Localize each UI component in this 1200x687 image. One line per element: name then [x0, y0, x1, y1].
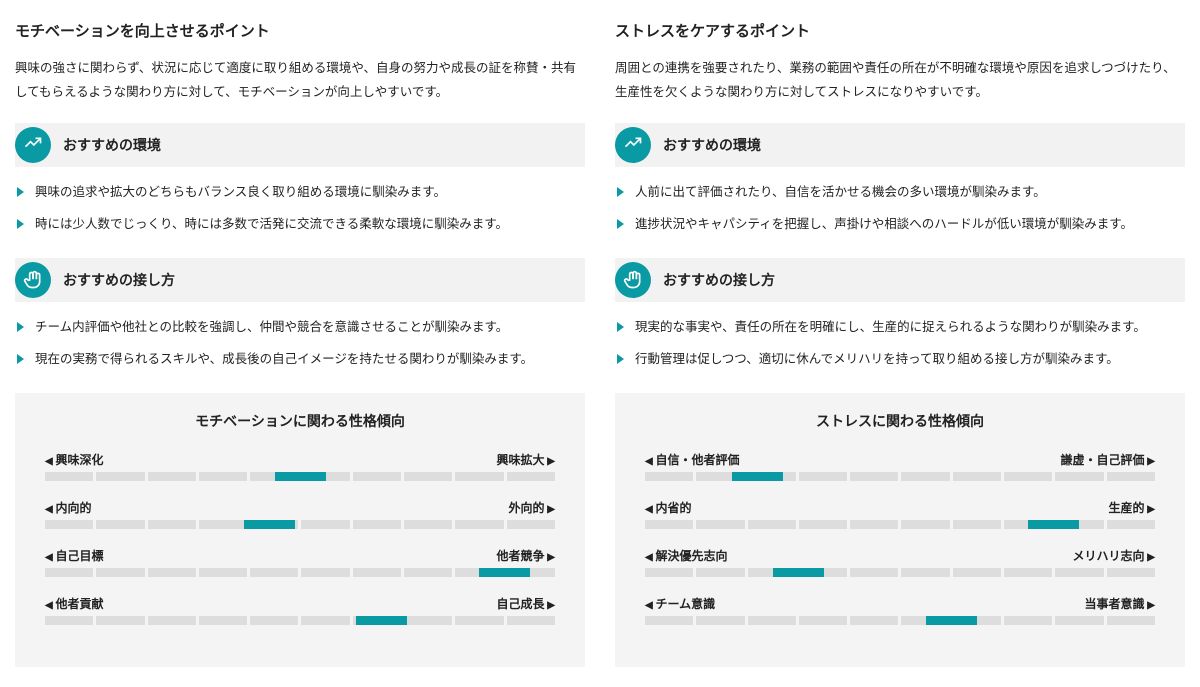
- right-sec2-header: おすすめの接し方: [615, 258, 1185, 302]
- right-sec1-header: おすすめの環境: [615, 123, 1185, 167]
- scale-row: 自己目標 他者競争: [45, 547, 555, 577]
- list-item: 現実的な事実や、責任の所在を明確にし、生産的に捉えられるような関わりが馴染みます…: [615, 316, 1185, 339]
- right-sec1-list: 人前に出て評価されたり、自信を活かせる機会の多い環境が馴染みます。 進捗状況やキ…: [615, 181, 1185, 236]
- right-intro: 周囲との連携を強要されたり、業務の範囲や責任の所在が不明確な環境や原因を追求しつ…: [615, 57, 1185, 105]
- left-chart: モチベーションに関わる性格傾向 興味深化 興味拡大内向的 外向的自己目標 他者競争他者…: [15, 393, 585, 667]
- list-item: 人前に出て評価されたり、自信を活かせる機会の多い環境が馴染みます。: [615, 181, 1185, 204]
- list-item: チーム内評価や他社との比較を強調し、仲間や競合を意識させることが馴染みます。: [15, 316, 585, 339]
- scale-label-left: 内向的: [45, 499, 91, 516]
- hand-icon: [15, 262, 51, 298]
- scale-marker: [732, 472, 783, 481]
- scale-row: 自信・他者評価 謙虚・自己評価: [645, 451, 1155, 481]
- scale-label-right: 外向的: [509, 499, 555, 516]
- right-column: ストレスをケアするポイント 周囲との連携を強要されたり、業務の範囲や責任の所在が…: [615, 20, 1185, 667]
- right-title: ストレスをケアするポイント: [615, 20, 1185, 41]
- chart-rows-left: 興味深化 興味拡大内向的 外向的自己目標 他者競争他者貢献 自己成長: [45, 451, 555, 625]
- left-title: モチベーションを向上させるポイント: [15, 20, 585, 41]
- list-item: 時には少人数でじっくり、時には多数で活発に交流できる柔軟な環境に馴染みます。: [15, 213, 585, 236]
- right-chart: ストレスに関わる性格傾向 自信・他者評価 謙虚・自己評価内省的 生産的解決優先志向 メ…: [615, 393, 1185, 667]
- scale-label-right: 謙虚・自己評価: [1061, 451, 1155, 468]
- left-chart-title: モチベーションに関わる性格傾向: [45, 411, 555, 431]
- scale-marker: [356, 616, 407, 625]
- scale-bar: [45, 520, 555, 529]
- scale-bar: [645, 472, 1155, 481]
- chart-rows-right: 自信・他者評価 謙虚・自己評価内省的 生産的解決優先志向 メリハリ志向チーム意識 当事者…: [645, 451, 1155, 625]
- scale-row: 内向的 外向的: [45, 499, 555, 529]
- scale-label-right: 当事者意識: [1085, 595, 1155, 612]
- scale-label-left: 他者貢献: [45, 595, 103, 612]
- scale-label-right: 自己成長: [497, 595, 555, 612]
- scale-label-right: 生産的: [1109, 499, 1155, 516]
- trend-icon: [15, 127, 51, 163]
- scale-marker: [926, 616, 977, 625]
- scale-row: 内省的 生産的: [645, 499, 1155, 529]
- list-item: 行動管理は促しつつ、適切に休んでメリハリを持って取り組める接し方が馴染みます。: [615, 348, 1185, 371]
- left-sec2-title: おすすめの接し方: [63, 270, 175, 290]
- scale-label-left: 内省的: [645, 499, 691, 516]
- scale-label-left: チーム意識: [645, 595, 715, 612]
- scale-bar: [645, 616, 1155, 625]
- left-sec1-title: おすすめの環境: [63, 135, 161, 155]
- list-item: 現在の実務で得られるスキルや、成長後の自己イメージを持たせる関わりが馴染みます。: [15, 348, 585, 371]
- right-sec2-title: おすすめの接し方: [663, 270, 775, 290]
- scale-marker: [275, 472, 326, 481]
- scale-bar: [45, 616, 555, 625]
- left-sec1-header: おすすめの環境: [15, 123, 585, 167]
- scale-row: 興味深化 興味拡大: [45, 451, 555, 481]
- scale-label-right: メリハリ志向: [1073, 547, 1155, 564]
- left-column: モチベーションを向上させるポイント 興味の強さに関わらず、状況に応じて適度に取り…: [15, 20, 585, 667]
- left-intro: 興味の強さに関わらず、状況に応じて適度に取り組める環境や、自身の努力や成長の証を…: [15, 57, 585, 105]
- scale-label-left: 自信・他者評価: [645, 451, 739, 468]
- right-sec2-list: 現実的な事実や、責任の所在を明確にし、生産的に捉えられるような関わりが馴染みます…: [615, 316, 1185, 371]
- hand-icon: [615, 262, 651, 298]
- two-column-layout: モチベーションを向上させるポイント 興味の強さに関わらず、状況に応じて適度に取り…: [15, 20, 1185, 667]
- scale-bar: [645, 520, 1155, 529]
- scale-marker: [1028, 520, 1079, 529]
- scale-label-left: 興味深化: [45, 451, 103, 468]
- list-item: 進捗状況やキャパシティを把握し、声掛けや相談へのハードルが低い環境が馴染みます。: [615, 213, 1185, 236]
- scale-label-right: 興味拡大: [497, 451, 555, 468]
- scale-label-right: 他者競争: [497, 547, 555, 564]
- left-sec1-list: 興味の追求や拡大のどちらもバランス良く取り組める環境に馴染みます。 時には少人数…: [15, 181, 585, 236]
- trend-icon: [615, 127, 651, 163]
- left-sec2-header: おすすめの接し方: [15, 258, 585, 302]
- scale-label-left: 解決優先志向: [645, 547, 727, 564]
- right-sec1-title: おすすめの環境: [663, 135, 761, 155]
- list-item: 興味の追求や拡大のどちらもバランス良く取り組める環境に馴染みます。: [15, 181, 585, 204]
- scale-marker: [244, 520, 295, 529]
- scale-row: 他者貢献 自己成長: [45, 595, 555, 625]
- scale-row: チーム意識 当事者意識: [645, 595, 1155, 625]
- right-chart-title: ストレスに関わる性格傾向: [645, 411, 1155, 431]
- scale-bar: [45, 472, 555, 481]
- left-sec2-list: チーム内評価や他社との比較を強調し、仲間や競合を意識させることが馴染みます。 現…: [15, 316, 585, 371]
- scale-label-left: 自己目標: [45, 547, 103, 564]
- scale-row: 解決優先志向 メリハリ志向: [645, 547, 1155, 577]
